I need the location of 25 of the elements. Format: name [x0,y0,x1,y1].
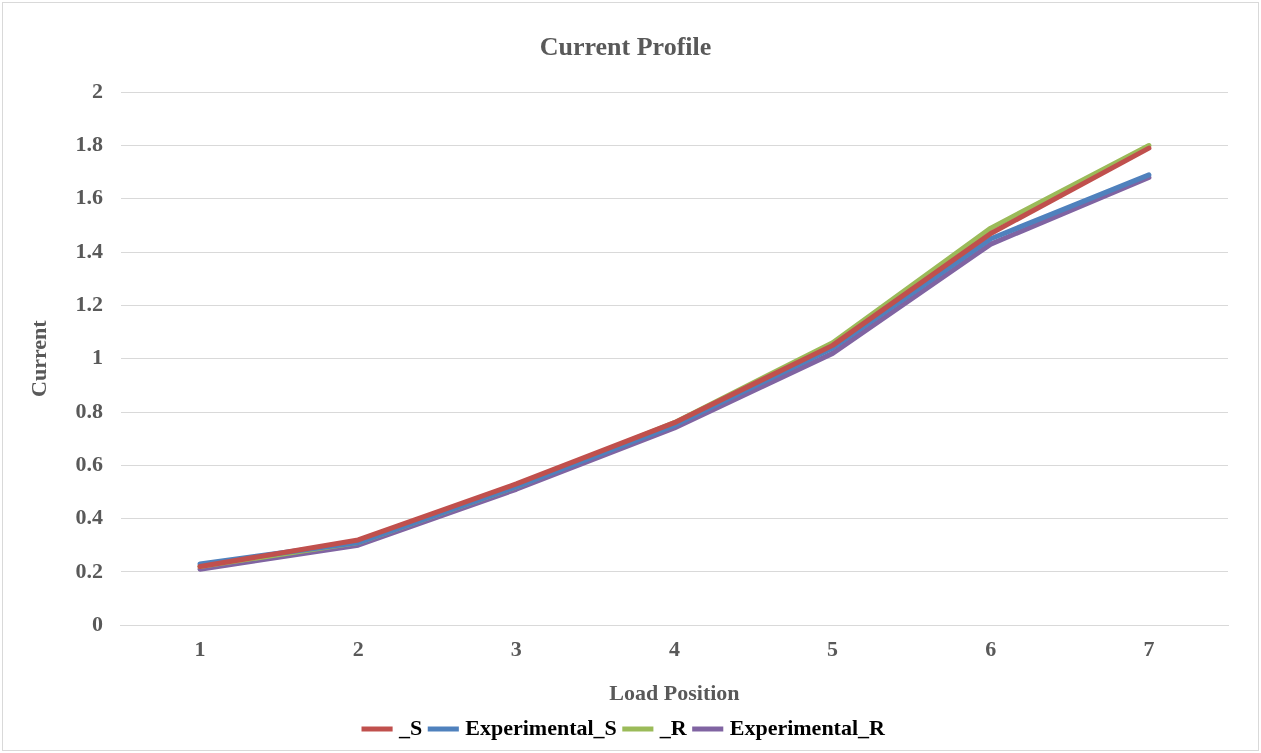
x-tick-label: 3 [510,636,522,662]
x-tick-label: 4 [668,636,680,662]
y-tick-label: 1 [91,344,103,370]
x-tick-label: 7 [1143,636,1155,662]
y-axis-title: Current [25,319,51,397]
x-tick-label: 5 [827,636,839,662]
y-tick-label: 1.4 [75,237,103,263]
legend-label: Experimental_S [465,714,617,740]
y-tick-label: 1.6 [75,184,103,210]
y-tick-label: 0.4 [75,504,103,530]
x-tick-label: 1 [194,636,206,662]
x-tick-label: 2 [352,636,364,662]
y-tick-label: 1.8 [75,131,103,157]
chart-title: Current Profile [539,32,712,62]
legend-label: _S [398,714,423,740]
x-tick-label: 6 [985,636,997,662]
x-axis-title: Load Position [609,680,740,706]
legend-label: Experimental_R [729,714,887,740]
legend-label: _R [658,714,688,740]
y-tick-label: 2 [91,77,103,103]
y-tick-label: 0 [91,610,103,636]
y-tick-label: 0.8 [75,397,103,423]
y-tick-label: 1.2 [75,291,103,317]
y-tick-label: 0.6 [75,450,103,476]
y-tick-label: 0.2 [75,557,103,583]
